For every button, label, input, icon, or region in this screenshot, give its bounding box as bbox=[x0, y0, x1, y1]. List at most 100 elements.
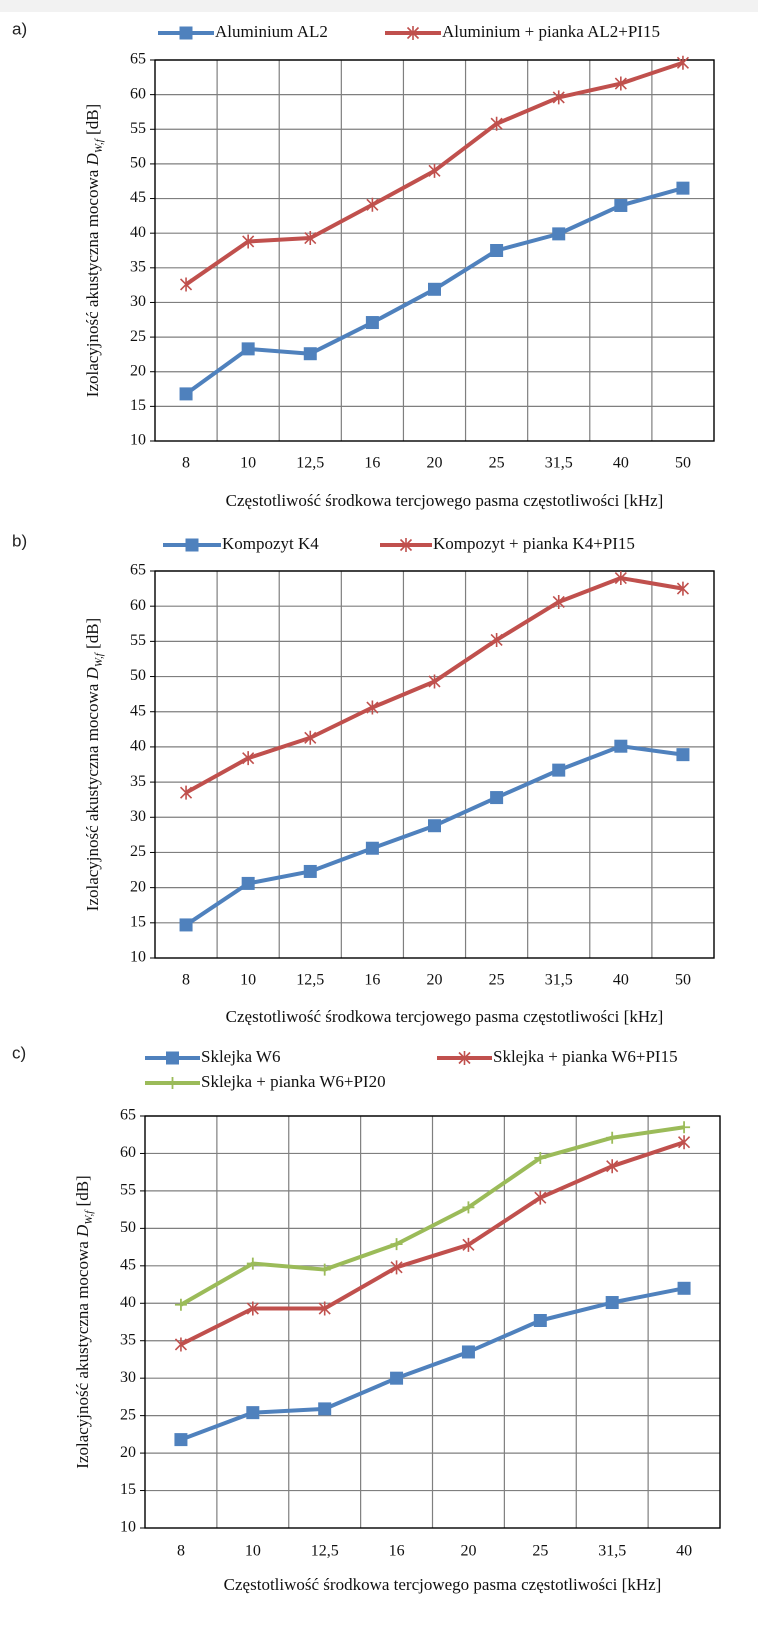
data-point bbox=[365, 841, 379, 855]
data-point bbox=[462, 1201, 475, 1214]
y-tick-label: 55 bbox=[120, 1182, 136, 1199]
series-1 bbox=[179, 739, 690, 932]
data-point bbox=[428, 674, 441, 689]
series-line bbox=[184, 744, 684, 927]
series-3 bbox=[174, 1121, 691, 1311]
x-tick-labels: 8 10 12,5 16 20 25 31,5 40 bbox=[177, 1543, 692, 1560]
y-tick-label: 30 bbox=[130, 293, 146, 310]
x-tick-label: 25 bbox=[489, 972, 505, 989]
y-axis-title-subscript: W,f bbox=[93, 651, 105, 667]
x-tick-label: 25 bbox=[489, 455, 505, 472]
x-tick-label: 20 bbox=[427, 972, 443, 989]
x-tick-labels: 8 10 12,5 16 20 25 31,5 40 50 bbox=[182, 455, 691, 472]
y-tick-label: 10 bbox=[120, 1519, 136, 1536]
x-tick-labels: 8 10 12,5 16 20 25 31,5 40 50 bbox=[182, 972, 691, 989]
data-point bbox=[606, 1159, 619, 1174]
data-point bbox=[490, 116, 503, 131]
series-2 bbox=[179, 55, 690, 292]
legend-marker bbox=[458, 1051, 471, 1065]
plot-frame bbox=[154, 570, 715, 959]
data-point bbox=[676, 55, 690, 70]
y-axis-title-subscript: W,f bbox=[83, 1209, 95, 1225]
data-point bbox=[614, 76, 627, 91]
series-line bbox=[180, 1140, 685, 1347]
y-axis-title-text: Izolacyjność akustyczna mocowa bbox=[83, 165, 102, 397]
data-point bbox=[533, 1314, 547, 1328]
y-tick-label: 15 bbox=[130, 397, 146, 414]
data-point bbox=[552, 227, 566, 241]
y-tick-label: 20 bbox=[120, 1444, 136, 1461]
legend-label: Sklejka W6 bbox=[201, 1047, 280, 1066]
x-tick-label: 16 bbox=[389, 1543, 405, 1560]
x-tick-label: 8 bbox=[177, 1543, 185, 1560]
y-axis-title-symbol: D bbox=[83, 152, 102, 166]
y-tick-label: 35 bbox=[120, 1331, 136, 1348]
top-strip bbox=[0, 0, 758, 12]
x-tick-label: 16 bbox=[364, 972, 380, 989]
series-2 bbox=[174, 1135, 691, 1352]
y-axis-title-symbol: D bbox=[73, 1224, 92, 1238]
y-axis-title-subscript: W,f bbox=[93, 137, 105, 153]
data-point bbox=[318, 1402, 332, 1416]
data-point bbox=[605, 1296, 619, 1310]
y-axis-title-text: Izolacyjność akustyczna mocowa bbox=[73, 1237, 92, 1469]
x-tick-label: 8 bbox=[182, 972, 190, 989]
data-point bbox=[534, 1151, 547, 1164]
legend-marker bbox=[166, 1077, 179, 1089]
data-point bbox=[678, 1121, 691, 1134]
data-point bbox=[179, 918, 193, 932]
y-axis-title: Izolacyjność akustyczna mocowa DW,f [dB] bbox=[83, 618, 105, 911]
y-tick-label: 35 bbox=[130, 258, 146, 275]
data-point bbox=[614, 198, 628, 212]
chart-c: c) 10 15 20 25 30 35 40 45 50 55 60 65 8 10 12,5 16 20 25 3… bbox=[12, 1043, 721, 1594]
x-tick-label: 25 bbox=[532, 1543, 548, 1560]
data-point bbox=[318, 1301, 331, 1316]
x-tick-label: 20 bbox=[460, 1543, 476, 1560]
y-tick-label: 15 bbox=[130, 913, 146, 930]
legend-label: Aluminium + pianka AL2+PI15 bbox=[442, 22, 660, 41]
y-tick-label: 45 bbox=[130, 189, 146, 206]
data-point bbox=[606, 1131, 619, 1144]
data-point bbox=[318, 1263, 331, 1276]
x-tick-label: 8 bbox=[182, 455, 190, 472]
data-point bbox=[534, 1190, 547, 1205]
legend-marker bbox=[179, 26, 193, 40]
data-point bbox=[241, 876, 255, 890]
data-point bbox=[676, 748, 690, 762]
y-tick-label: 45 bbox=[130, 702, 146, 719]
data-point bbox=[552, 594, 565, 609]
data-point bbox=[552, 763, 566, 777]
x-tick-label: 12,5 bbox=[296, 972, 324, 989]
y-tick-label: 60 bbox=[120, 1144, 136, 1161]
y-tick-label: 45 bbox=[120, 1256, 136, 1273]
series-1 bbox=[179, 181, 690, 401]
y-tick-label: 30 bbox=[130, 808, 146, 825]
data-point bbox=[304, 730, 317, 745]
x-tick-label: 40 bbox=[676, 1543, 692, 1560]
legend-item: Aluminium + pianka AL2+PI15 bbox=[385, 22, 660, 41]
x-tick-label: 12,5 bbox=[311, 1543, 339, 1560]
data-point bbox=[677, 1281, 691, 1295]
grid bbox=[145, 1115, 720, 1528]
x-tick-label: 16 bbox=[364, 455, 380, 472]
y-tick-labels: 10 15 20 25 30 35 40 45 50 55 60 65 bbox=[130, 51, 155, 449]
legend-label: Sklejka + pianka W6+PI20 bbox=[201, 1072, 386, 1091]
legend-item: Sklejka + pianka W6+PI15 bbox=[437, 1047, 678, 1066]
data-point bbox=[461, 1345, 475, 1359]
y-tick-label: 35 bbox=[130, 773, 146, 790]
data-point bbox=[242, 751, 255, 766]
data-point bbox=[676, 581, 690, 596]
x-tick-label: 40 bbox=[613, 972, 629, 989]
y-tick-label: 20 bbox=[130, 878, 146, 895]
data-point bbox=[390, 1371, 404, 1385]
x-axis-title: Częstotliwość środkowa tercjowego pasma … bbox=[226, 1007, 664, 1026]
y-axis-title-unit: [dB] bbox=[73, 1175, 92, 1210]
y-axis-title: Izolacyjność akustyczna mocowa DW,f [dB] bbox=[83, 104, 105, 397]
y-axis-title: Izolacyjność akustyczna mocowa DW,f [dB] bbox=[73, 1175, 95, 1468]
y-tick-label: 25 bbox=[130, 843, 146, 860]
x-tick-label: 20 bbox=[427, 455, 443, 472]
chart-a: a) 10 15 20 25 30 35 40 45 50 55 60 65 8 10 12,5 16 20 25 3… bbox=[12, 19, 715, 510]
x-tick-label: 10 bbox=[240, 455, 256, 472]
y-tick-label: 20 bbox=[130, 362, 146, 379]
y-tick-label: 50 bbox=[130, 155, 146, 172]
